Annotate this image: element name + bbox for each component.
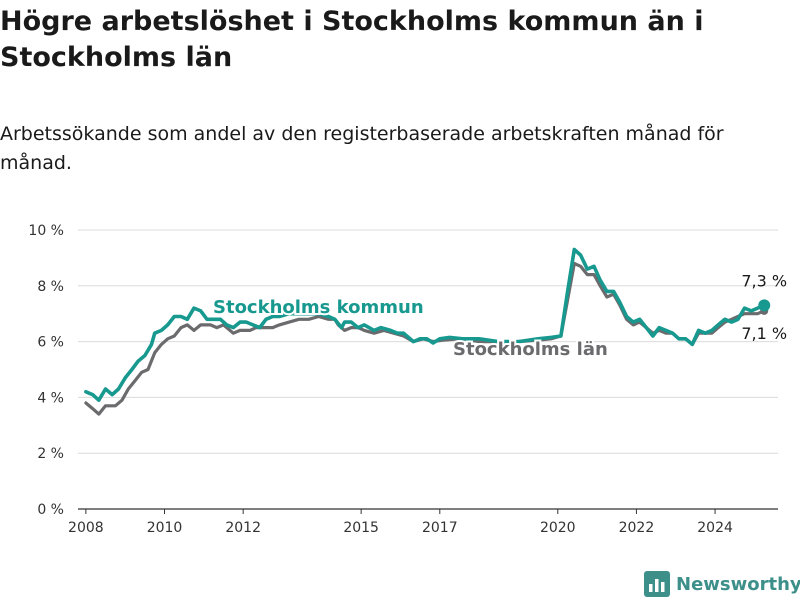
brand-name: Newsworthy bbox=[676, 573, 800, 595]
y-tick-label: 6 % bbox=[37, 335, 64, 351]
x-tick-label: 2022 bbox=[619, 520, 655, 536]
brand-logo: Newsworthy bbox=[644, 568, 800, 600]
series-label-stockholms-lan: Stockholms län bbox=[453, 339, 608, 360]
y-tick-label: 0 % bbox=[37, 502, 64, 518]
x-tick-label: 2024 bbox=[697, 520, 733, 536]
y-tick-label: 10 % bbox=[28, 223, 64, 239]
series-line-stockholms-kommun bbox=[84, 247, 766, 402]
end-point-stockholms-kommun bbox=[758, 299, 771, 312]
x-tick-label: 2015 bbox=[343, 520, 379, 536]
x-tick-label: 2020 bbox=[540, 520, 576, 536]
end-label-stockholms-kommun: 7,3 % bbox=[741, 271, 787, 290]
chart-title: Högre arbetslöshet i Stockholms kommun ä… bbox=[0, 6, 704, 73]
x-tick-label: 2008 bbox=[68, 520, 104, 536]
x-tick-label: 2012 bbox=[225, 520, 261, 536]
x-tick-label: 2010 bbox=[147, 520, 183, 536]
y-tick-label: 8 % bbox=[37, 279, 64, 295]
x-tick-label: 2017 bbox=[422, 520, 458, 536]
bar-chart-icon bbox=[644, 571, 670, 597]
chart-subtitle: Arbetssökande som andel av den registerb… bbox=[0, 123, 724, 174]
y-tick-label: 2 % bbox=[37, 446, 64, 462]
end-label-stockholms-lan: 7,1 % bbox=[741, 324, 787, 343]
series-label-stockholms-kommun: Stockholms kommun bbox=[213, 297, 424, 318]
y-tick-label: 4 % bbox=[37, 390, 64, 406]
